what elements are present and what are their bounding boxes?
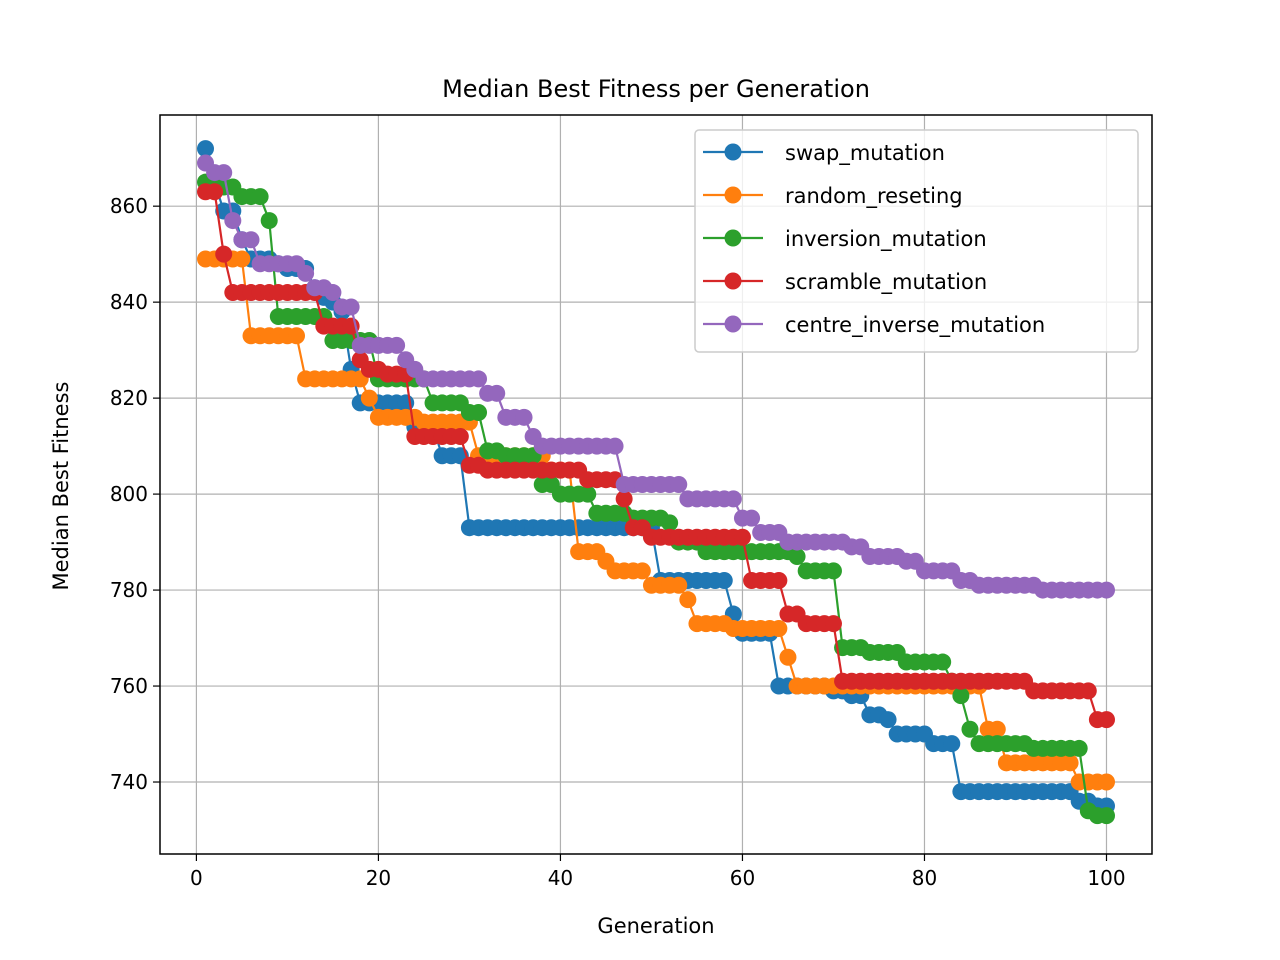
data-point (215, 164, 233, 182)
legend: swap_mutation random_reseting inversion_mu… (694, 129, 1139, 353)
data-point (961, 720, 979, 738)
data-point (324, 284, 342, 302)
data-point (1098, 807, 1115, 825)
legend-marker (724, 143, 742, 161)
data-point (251, 188, 269, 206)
data-point (288, 327, 306, 345)
axis-ticks: 0 20 40 60 80 100 740 760 780 800 820 840 860 (110, 194, 1126, 890)
plot-area-frame (159, 114, 1153, 855)
data-point (488, 384, 506, 402)
legend-marker (724, 229, 742, 247)
chart-title: Median Best Fitness per Generation (442, 75, 870, 103)
legend-item: scramble_mutation (703, 270, 987, 295)
legend-marker (724, 186, 742, 204)
data-point (770, 571, 788, 589)
y-tick-label: 820 (110, 386, 148, 410)
x-tick-label: 40 (548, 866, 573, 890)
data-point (388, 336, 406, 354)
legend-label: scramble_mutation (785, 270, 987, 295)
x-tick-label: 0 (190, 866, 203, 890)
data-point (242, 231, 260, 249)
data-point (260, 212, 278, 230)
y-tick-label: 860 (110, 194, 148, 218)
data-point (952, 687, 970, 705)
data-point (779, 648, 797, 666)
x-tick-label: 20 (366, 866, 391, 890)
y-axis-label: Median Best Fitness (49, 382, 73, 591)
data-point (670, 476, 688, 493)
data-point (606, 437, 624, 455)
legend-label: random_reseting (785, 184, 963, 209)
y-tick-label: 800 (110, 482, 148, 506)
data-point (1098, 773, 1115, 791)
legend-marker (724, 315, 742, 333)
data-point (615, 490, 633, 508)
data-point (1079, 682, 1097, 700)
data-point (515, 408, 533, 426)
legend-item: swap_mutation (703, 141, 945, 166)
data-point (715, 571, 733, 589)
data-point (470, 404, 488, 422)
legend-item: inversion_mutation (703, 227, 987, 252)
y-tick-label: 740 (110, 770, 148, 794)
data-point (988, 720, 1006, 738)
data-point (360, 389, 378, 407)
data-point (724, 490, 742, 508)
data-point (824, 615, 842, 633)
data-point (770, 619, 788, 637)
series-scramble_mutation (197, 183, 1115, 729)
y-tick-label: 760 (110, 674, 148, 698)
plot-series (197, 140, 1115, 825)
data-point (943, 735, 961, 753)
legend-label: swap_mutation (785, 141, 945, 166)
data-point (879, 711, 897, 729)
data-point (579, 485, 597, 503)
data-point (633, 562, 651, 580)
y-tick-label: 780 (110, 578, 148, 602)
data-point (661, 514, 679, 532)
y-tick-label: 840 (110, 290, 148, 314)
data-point (788, 547, 806, 565)
data-point (733, 528, 751, 546)
data-point (470, 370, 488, 388)
legend-marker (724, 272, 742, 290)
data-point (206, 183, 224, 201)
x-tick-label: 80 (912, 866, 937, 890)
data-point (1098, 581, 1115, 599)
x-tick-label: 100 (1087, 866, 1125, 890)
data-point (679, 591, 697, 609)
data-point (215, 245, 233, 263)
data-point (670, 576, 688, 594)
data-point (1070, 739, 1088, 757)
data-point (342, 298, 360, 316)
data-point (451, 428, 469, 446)
data-point (743, 509, 761, 527)
x-tick-label: 60 (730, 866, 755, 890)
legend-box (694, 129, 1139, 353)
data-point (224, 212, 242, 230)
data-point (197, 140, 214, 158)
series-line (204, 148, 1107, 808)
data-point (934, 653, 952, 671)
data-point (1061, 754, 1079, 772)
x-axis-label: Generation (597, 914, 714, 938)
legend-item: centre_inverse_mutation (703, 313, 1045, 338)
legend-label: centre_inverse_mutation (785, 313, 1045, 338)
data-point (233, 250, 251, 268)
data-point (1098, 711, 1115, 729)
series-centre_inverse_mutation (197, 154, 1115, 599)
legend-label: inversion_mutation (785, 227, 987, 252)
data-point (824, 562, 842, 580)
legend-item: random_reseting (703, 184, 963, 209)
data-point (297, 264, 315, 282)
